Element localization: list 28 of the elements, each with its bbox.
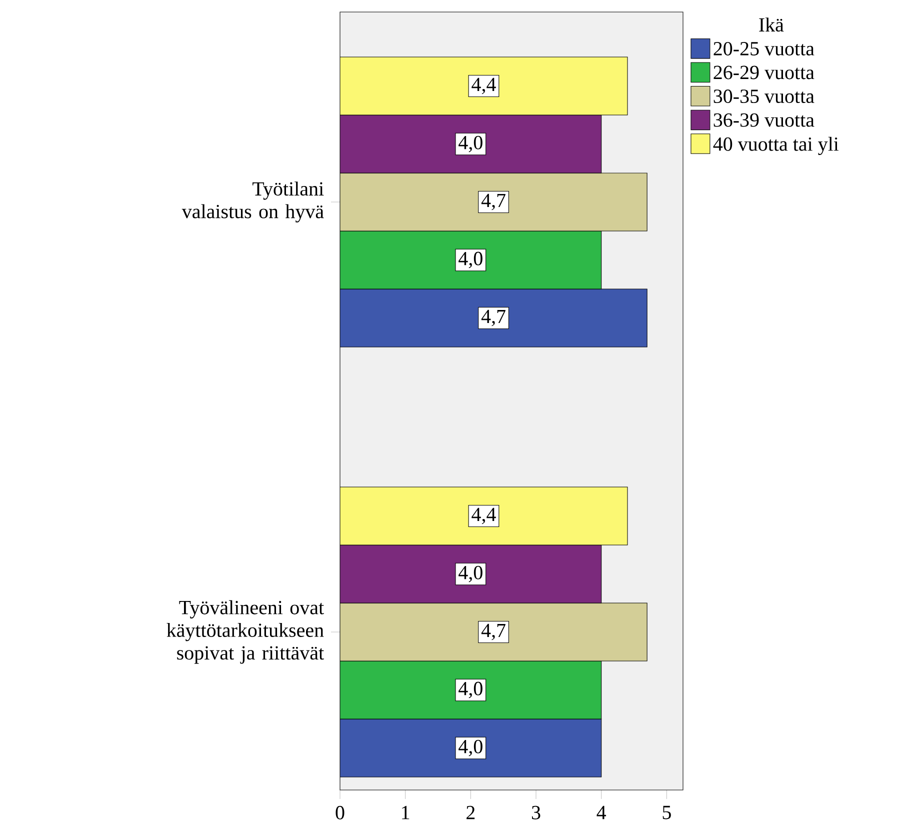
x-tick-label: 4 [596, 806, 606, 820]
legend-title: Ikä [759, 18, 784, 32]
bar [340, 486, 628, 546]
data-label: 4,7 [481, 310, 506, 326]
data-label: 4,7 [481, 624, 506, 640]
x-tick-label: 0 [336, 806, 344, 820]
legend-label: 36-39 vuotta [714, 113, 814, 127]
data-label: 4,0 [458, 740, 482, 756]
bar [340, 172, 648, 232]
x-tick-label: 3 [532, 806, 540, 820]
data-label: 4,0 [458, 682, 482, 698]
data-label: 4,4 [472, 78, 496, 94]
data-label: 4,0 [458, 566, 482, 582]
x-tick-label: 2 [466, 806, 475, 820]
legend-label: 30-35 vuotta [714, 90, 814, 104]
bar [340, 56, 628, 116]
bar [340, 602, 648, 662]
x-tick-label: 1 [402, 806, 410, 820]
data-label: 4,0 [458, 252, 482, 268]
legend-label: 20-25 vuotta [714, 42, 814, 56]
y-tick-label: Työvälineeni ovat käyttötarkoitukseen sopivat ja riittävät [166, 600, 324, 664]
data-label: 4,7 [481, 194, 506, 210]
legend-label: 26-29 vuotta [714, 66, 814, 80]
data-label: 4,4 [472, 508, 496, 524]
legend-label: 40 vuotta tai yli [713, 136, 839, 155]
x-tick-label: 5 [662, 806, 671, 820]
y-tick-label: Työtilani valaistus on hyvä [182, 182, 324, 222]
data-label: 4,0 [458, 136, 482, 152]
